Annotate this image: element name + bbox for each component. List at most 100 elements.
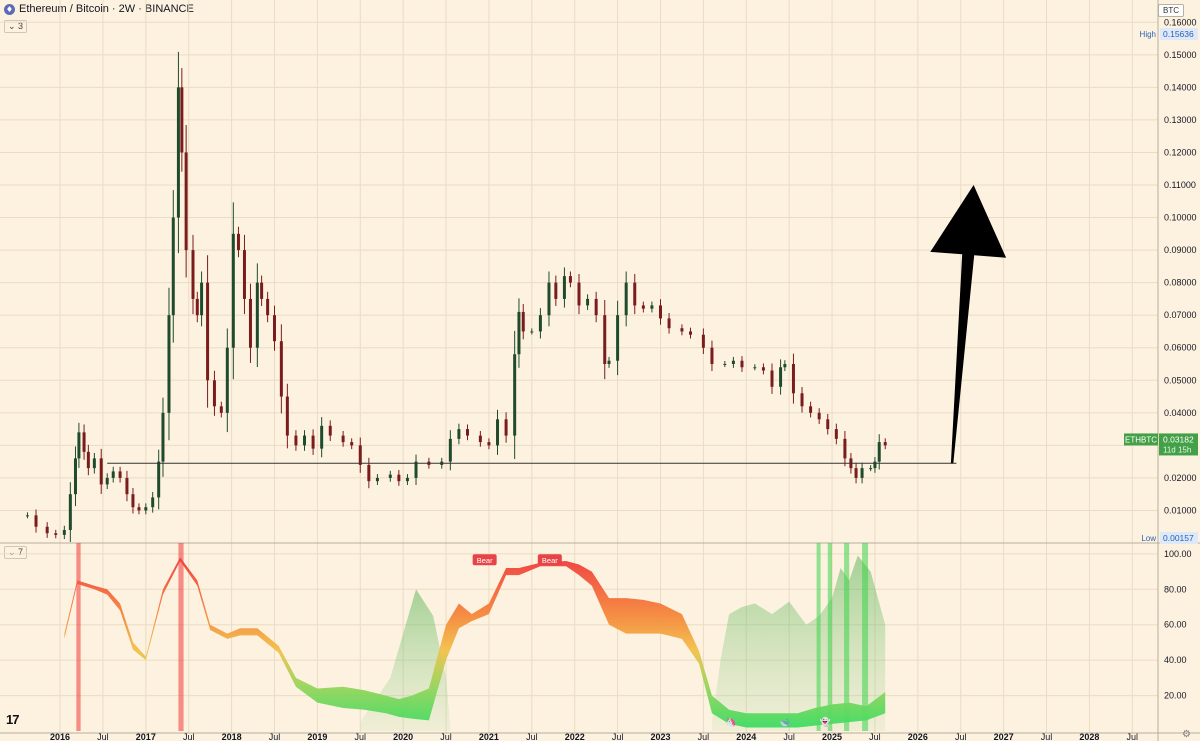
candle-body bbox=[328, 425, 332, 436]
candle-body bbox=[99, 458, 103, 485]
x-tick-label: 2023 bbox=[650, 732, 670, 741]
x-tick-label: Jul bbox=[526, 732, 538, 741]
candle-body bbox=[607, 360, 611, 364]
chart-title[interactable]: Ethereum / Bitcoin · 2W · BINANCE bbox=[19, 3, 194, 15]
candle-body bbox=[294, 435, 298, 446]
bear-label: Bear bbox=[542, 556, 558, 565]
candle-body bbox=[624, 282, 628, 316]
candle-body bbox=[562, 276, 566, 299]
up-arrow-annotation bbox=[930, 185, 1007, 464]
x-tick-label: Jul bbox=[869, 732, 881, 741]
candle-body bbox=[817, 412, 821, 420]
symbol-tag-bg bbox=[1124, 433, 1158, 446]
candle-body bbox=[225, 347, 229, 413]
candle-body bbox=[740, 360, 744, 368]
high-label: High bbox=[1140, 30, 1156, 39]
candle-body bbox=[731, 360, 735, 364]
candle-body bbox=[311, 435, 315, 449]
candle-body bbox=[219, 406, 223, 413]
candle-body bbox=[176, 87, 180, 218]
x-tick-label: 2028 bbox=[1079, 732, 1099, 741]
y-tick-label: 0.10000 bbox=[1164, 213, 1197, 223]
price-countdown: 11d 15h bbox=[1163, 445, 1191, 454]
candle-body bbox=[184, 152, 188, 251]
candle-body bbox=[34, 515, 38, 527]
sell-signal-band bbox=[178, 543, 184, 731]
x-tick-label: 2026 bbox=[908, 732, 928, 741]
candle-body bbox=[457, 429, 461, 439]
candle-body bbox=[530, 331, 534, 333]
candle-body bbox=[231, 233, 235, 348]
unicorn-icon: 🦄 bbox=[725, 716, 736, 727]
candle-body bbox=[633, 282, 637, 306]
candle-body bbox=[547, 282, 551, 316]
candle-body bbox=[753, 367, 757, 369]
candle-body bbox=[82, 432, 86, 452]
ethereum-coin-icon: ♦ bbox=[4, 3, 15, 15]
ghost-icon: 👻 bbox=[820, 716, 831, 728]
x-tick-label: 2020 bbox=[393, 732, 413, 741]
bear-label-bg bbox=[537, 554, 562, 566]
main-pane-toggle[interactable]: ⌄ 3 bbox=[4, 20, 28, 33]
candle-body bbox=[723, 364, 727, 365]
y-tick-label: 0.08000 bbox=[1164, 278, 1197, 288]
high-value: 0.15636 bbox=[1163, 29, 1194, 39]
candle-body bbox=[248, 298, 252, 348]
candle-body bbox=[206, 282, 210, 381]
y-tick-label: 40.00 bbox=[1164, 655, 1187, 665]
candle-body bbox=[504, 419, 508, 436]
candle-body bbox=[171, 217, 175, 316]
candle-body bbox=[783, 364, 787, 368]
y-tick-label: 0.02000 bbox=[1164, 473, 1197, 483]
low-value: 0.00157 bbox=[1163, 533, 1194, 543]
candle-body bbox=[73, 458, 77, 495]
candle-body bbox=[350, 442, 354, 446]
last-price: 0.03182 bbox=[1163, 434, 1194, 444]
buy-signal-band bbox=[816, 543, 821, 731]
candle-body bbox=[118, 471, 122, 478]
candle-body bbox=[266, 298, 270, 316]
candle-body bbox=[761, 367, 765, 371]
candle-body bbox=[873, 461, 877, 469]
candle-body bbox=[667, 318, 671, 329]
candle-body bbox=[25, 515, 29, 517]
candle-body bbox=[826, 419, 830, 430]
y-tick-label: 80.00 bbox=[1164, 584, 1187, 594]
x-tick-label: 2021 bbox=[479, 732, 499, 741]
candle-body bbox=[448, 438, 452, 462]
candle-body bbox=[538, 315, 542, 332]
candle-body bbox=[125, 477, 129, 495]
candle-body bbox=[54, 533, 58, 535]
candle-body bbox=[157, 461, 161, 498]
candle-body bbox=[414, 461, 418, 478]
x-tick-label: Jul bbox=[269, 732, 281, 741]
indicator-pane-toggle[interactable]: ⌄ 7 bbox=[4, 546, 28, 559]
buy-signal-band bbox=[844, 543, 850, 731]
candle-body bbox=[137, 507, 141, 511]
x-tick-label: 2025 bbox=[822, 732, 842, 741]
candle-body bbox=[320, 425, 324, 449]
y-tick-label: 0.05000 bbox=[1164, 375, 1197, 385]
candle-body bbox=[279, 341, 283, 397]
candle-body bbox=[45, 526, 49, 534]
candle-body bbox=[860, 468, 864, 478]
y-tick-label: 0.15000 bbox=[1164, 50, 1197, 60]
x-tick-label: 2024 bbox=[736, 732, 756, 741]
candle-body bbox=[869, 468, 873, 470]
low-value-bg bbox=[1160, 531, 1198, 544]
candle-body bbox=[86, 451, 90, 469]
gear-icon[interactable]: ⚙ bbox=[1182, 729, 1191, 740]
candle-body bbox=[854, 468, 858, 478]
y-tick-label: 0.12000 bbox=[1164, 147, 1197, 157]
candle-body bbox=[465, 429, 469, 436]
whale-icon: 🐋 bbox=[779, 717, 790, 727]
candle-body bbox=[388, 474, 392, 478]
candle-body bbox=[843, 438, 847, 459]
y-tick-label: 0.07000 bbox=[1164, 310, 1197, 320]
candle-body bbox=[131, 494, 135, 508]
candle-body bbox=[285, 396, 289, 436]
y-tick-label: 0.06000 bbox=[1164, 343, 1197, 353]
candle-body bbox=[883, 442, 887, 446]
tradingview-logo[interactable]: 17 bbox=[6, 712, 20, 727]
